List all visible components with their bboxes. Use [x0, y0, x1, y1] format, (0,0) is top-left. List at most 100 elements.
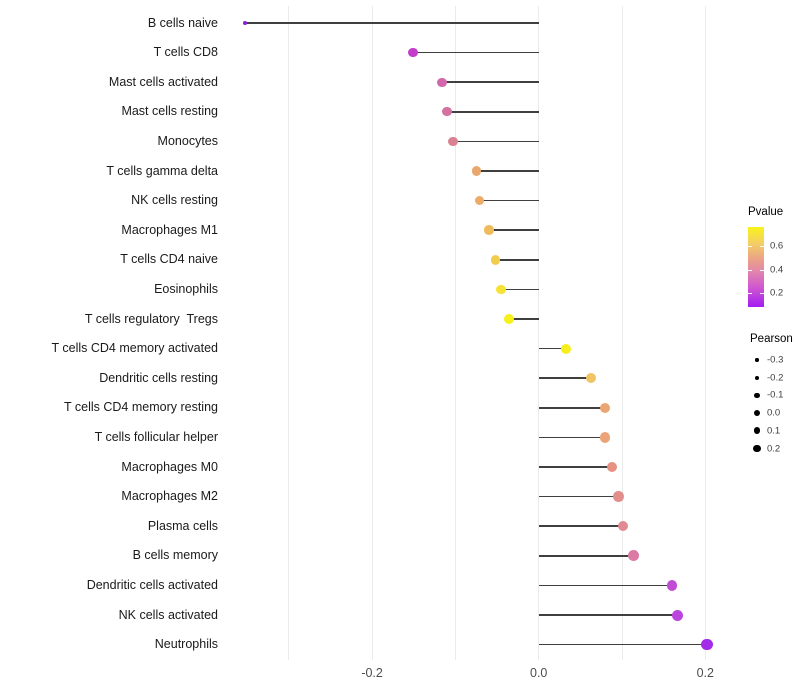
- lollipop-stem: [538, 525, 623, 527]
- lollipop-dot: [613, 491, 624, 502]
- y-axis-label: T cells CD4 naive: [120, 252, 218, 267]
- pearson-legend-label: -0.1: [767, 389, 784, 401]
- y-axis-label: Neutrophils: [154, 637, 218, 652]
- pearson-legend-dot: [754, 392, 760, 399]
- lollipop-dot: [242, 21, 247, 25]
- colorbar-tick: [748, 292, 752, 294]
- pearson-legend-label: 0.0: [767, 407, 781, 419]
- lollipop-dot: [442, 107, 452, 117]
- y-axis-label: T cells CD8: [153, 45, 218, 60]
- pvalue-legend: Pvalue 0.6 0.4 0.2: [748, 206, 800, 307]
- colorbar-tick-label: 0.4: [770, 264, 784, 276]
- colorbar-tick: [760, 246, 764, 248]
- lollipop-dot: [483, 225, 494, 235]
- pearson-legend-label: -0.3: [767, 354, 784, 366]
- lollipop-stem: [501, 288, 539, 291]
- lollipop-stem: [452, 140, 539, 143]
- lollipop-dot: [617, 520, 629, 532]
- lollipop-dot: [628, 550, 639, 562]
- lollipop-stem: [447, 111, 539, 113]
- pearson-legend-dot: [753, 444, 761, 453]
- lollipop-stem: [244, 22, 539, 24]
- lollipop-stem: [538, 466, 612, 468]
- colorbar-tick: [748, 246, 752, 248]
- lollipop-dot: [666, 579, 678, 591]
- x-tick-label: 0.0: [529, 666, 548, 680]
- pearson-legend-dot: [754, 375, 760, 380]
- lollipop-stem: [538, 407, 606, 409]
- pearson-legend-label: 0.2: [767, 443, 781, 454]
- lollipop-stem: [538, 643, 707, 646]
- x-tick-label: -0.2: [361, 666, 383, 680]
- y-axis-label: Plasma cells: [147, 518, 218, 533]
- colorbar-tick: [748, 269, 752, 271]
- y-axis-label: Mast cells resting: [121, 104, 218, 119]
- lollipop-stem: [495, 259, 539, 261]
- lollipop-stem: [488, 229, 539, 231]
- lollipop-stem: [538, 555, 634, 557]
- lollipop-dot: [586, 373, 597, 384]
- y-axis-label: Dendritic cells resting: [99, 370, 218, 385]
- lollipop-dot: [600, 432, 611, 443]
- y-axis-label: NK cells resting: [131, 193, 218, 208]
- lollipop-dot: [448, 136, 458, 147]
- pearson-legend-label: -0.2: [767, 372, 784, 384]
- lollipop-stem: [538, 495, 619, 498]
- gridline: [454, 6, 456, 660]
- lollipop-dot: [600, 402, 611, 413]
- y-axis-label: Monocytes: [157, 133, 218, 148]
- gridline: [621, 6, 623, 660]
- lollipop-dot: [503, 314, 514, 324]
- lollipop-stem: [476, 170, 539, 172]
- y-axis-label: NK cells activated: [118, 607, 218, 622]
- pearson-legend-label: 0.1: [767, 425, 781, 437]
- lollipop-stem: [412, 51, 539, 54]
- lollipop-stem: [538, 584, 672, 587]
- x-tick-label: 0.2: [696, 666, 714, 680]
- lollipop-stem: [479, 199, 539, 202]
- colorbar-tick: [760, 269, 764, 271]
- y-axis-label: T cells CD4 memory activated: [51, 341, 219, 356]
- y-axis-label: Macrophages M1: [121, 222, 218, 237]
- y-axis-label: B cells naive: [147, 15, 218, 30]
- y-axis-label: Mast cells activated: [108, 74, 218, 89]
- y-axis-label: Eosinophils: [154, 281, 218, 296]
- y-axis-label: Dendritic cells activated: [86, 577, 218, 592]
- y-axis-label: T cells follicular helper: [94, 429, 218, 444]
- lollipop-stem: [538, 436, 606, 439]
- pearson-legend-dot: [753, 410, 761, 417]
- y-axis-label: T cells regulatory Tregs: [84, 311, 218, 326]
- lollipop-dot: [474, 195, 485, 206]
- pearson-legend-title: Pearson: [750, 333, 793, 345]
- colorbar-tick: [760, 292, 764, 294]
- lollipop-stem: [538, 614, 678, 616]
- gridline: [371, 6, 373, 660]
- y-axis-label: Macrophages M2: [121, 489, 218, 504]
- pearson-legend-dot: [753, 427, 761, 435]
- lollipop-dot: [561, 343, 572, 354]
- lollipop-dot: [672, 609, 684, 621]
- lollipop-dot: [437, 77, 447, 87]
- lollipop-dot: [701, 638, 713, 651]
- lollipop-stem: [508, 318, 539, 320]
- pearson-legend: Pearson -0.3 -0.2 -0.1 0.0 0.1 0.2: [750, 333, 800, 454]
- gridline: [538, 6, 540, 660]
- y-axis-label: B cells memory: [132, 548, 218, 563]
- lollipop-stem: [538, 377, 592, 379]
- lollipop-dot: [471, 166, 481, 176]
- pearson-legend-dot: [755, 358, 759, 362]
- colorbar-tick-label: 0.6: [770, 240, 784, 252]
- lollipop-dot: [496, 284, 507, 295]
- lollipop-dot: [606, 461, 618, 473]
- gridline: [704, 6, 706, 660]
- colorbar-tick-label: 0.2: [770, 287, 784, 299]
- lollipop-stem: [442, 81, 539, 83]
- lollipop-stem: [538, 347, 567, 350]
- gridline: [288, 6, 290, 660]
- y-axis-label: Macrophages M0: [121, 459, 218, 474]
- y-axis-label: T cells gamma delta: [106, 163, 218, 178]
- lollipop-dot: [408, 47, 418, 58]
- y-axis-label: T cells CD4 memory resting: [64, 400, 218, 415]
- pvalue-colorbar: 0.6 0.4 0.2: [748, 227, 783, 307]
